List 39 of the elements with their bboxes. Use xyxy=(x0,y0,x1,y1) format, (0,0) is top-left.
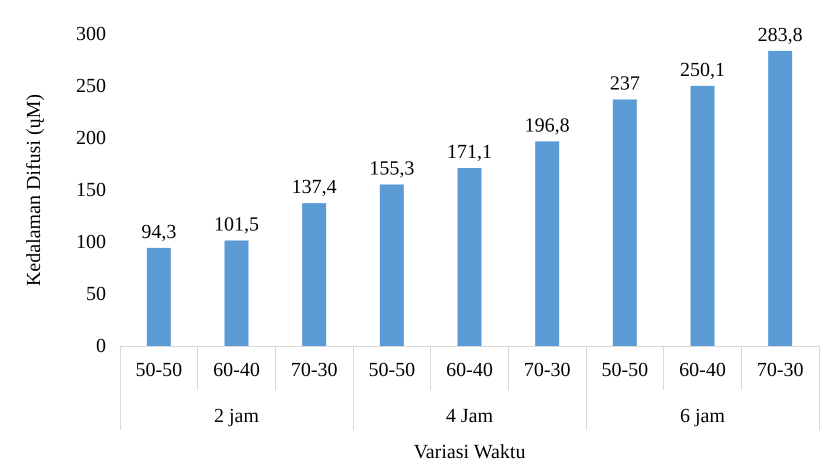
data-label: 137,4 xyxy=(292,176,337,198)
x-tick-label: 50-50 xyxy=(368,359,416,381)
x-tick-label: 70-30 xyxy=(524,359,571,381)
data-label: 171,1 xyxy=(447,141,492,164)
bar xyxy=(302,203,326,346)
x-tick-label: 50-50 xyxy=(135,359,182,381)
x-tick-label: 60-40 xyxy=(213,359,260,381)
y-tick-label: 300 xyxy=(76,23,106,45)
bar xyxy=(768,50,792,346)
y-tick-label: 0 xyxy=(96,335,106,357)
data-label: 196,8 xyxy=(524,114,570,136)
data-label: 155,3 xyxy=(369,157,414,180)
x-tick-label: 50-50 xyxy=(601,359,648,381)
data-label: 237 xyxy=(610,72,640,95)
x-tick-label: 70-30 xyxy=(290,359,338,381)
bar xyxy=(535,141,560,346)
x-axis-title: Variasi Waktu xyxy=(414,441,526,463)
bar xyxy=(380,184,404,346)
data-label: 283,8 xyxy=(758,24,803,46)
text: 2 jam xyxy=(214,405,260,427)
data-label: 101,5 xyxy=(214,213,259,236)
text: 6 jam xyxy=(680,405,726,427)
x-tick-label: 60-40 xyxy=(446,359,493,381)
y-tick-label: 150 xyxy=(76,179,106,201)
y-tick-label: 50 xyxy=(86,283,106,305)
bar xyxy=(612,100,637,346)
y-tick-label: 200 xyxy=(76,127,106,149)
bar xyxy=(146,248,171,346)
y-tick-label: 100 xyxy=(76,231,106,253)
data-label: 94,3 xyxy=(141,220,176,243)
x-tick-label: 70-30 xyxy=(756,359,804,381)
data-label: 250,1 xyxy=(680,58,725,81)
y-tick-label: 250 xyxy=(76,75,106,97)
y-axis-title: Kedalaman Difusi (ųM) xyxy=(23,94,45,286)
bar xyxy=(690,86,714,346)
x-tick-label: 60-40 xyxy=(679,359,726,381)
bar xyxy=(224,240,248,346)
text: 4 Jam xyxy=(446,405,494,427)
bar xyxy=(458,168,482,346)
